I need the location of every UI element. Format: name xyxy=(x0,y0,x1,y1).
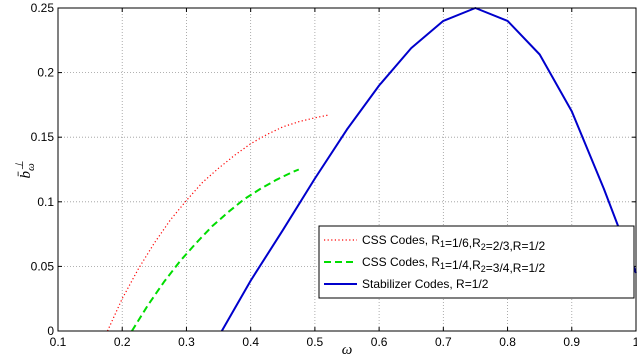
axis-ticks: 0.1 0.2 0.3 0.4 0.5 0.6 0.7 0.8 0.9 1 0 0.05 0.1 0.15… xyxy=(31,1,637,349)
y-axis-label: b̄ω⊥ xyxy=(14,161,37,179)
x-tick-label: 0.5 xyxy=(307,335,324,349)
x-tick-label: 0.8 xyxy=(499,335,516,349)
y-tick-label: 0 xyxy=(47,324,54,338)
series-line-3 xyxy=(220,7,637,332)
plot-frame xyxy=(57,7,637,332)
legend-label: CSS Codes, R1=1/6,R2=2/3,R=1/2 xyxy=(362,233,545,253)
y-axis-label-text: b̄ω⊥ xyxy=(14,161,37,179)
y-tick-label: 0.1 xyxy=(37,195,54,209)
y-tick-label: 0.25 xyxy=(31,1,55,15)
legend-label: Stabilizer Codes, R=1/2 xyxy=(362,277,489,291)
x-tick-label: 0.9 xyxy=(563,335,580,349)
legend-label: CSS Codes, R1=1/4,R2=3/4,R=1/2 xyxy=(362,255,545,275)
x-tick-label: 0.2 xyxy=(114,335,131,349)
series-line-1 xyxy=(106,114,328,332)
x-tick-label: 0.7 xyxy=(435,335,452,349)
series-line-2 xyxy=(131,168,300,332)
y-tick-label: 0.2 xyxy=(37,66,54,80)
series-layer xyxy=(106,7,637,332)
x-tick-label: 0.6 xyxy=(371,335,388,349)
x-axis-label: ω xyxy=(342,342,353,358)
x-tick-label: 0.4 xyxy=(242,335,259,349)
y-tick-label: 0.15 xyxy=(31,130,55,144)
legend-box xyxy=(318,225,635,299)
x-tick-label: 0.1 xyxy=(50,335,67,349)
y-tick-label: 0.05 xyxy=(31,259,55,273)
x-tick-label: 1 xyxy=(633,335,637,349)
x-tick-label: 0.3 xyxy=(178,335,195,349)
